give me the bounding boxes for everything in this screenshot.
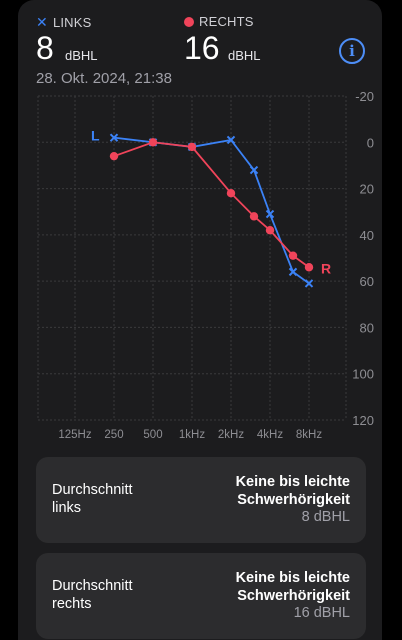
- data-point-x: [288, 267, 298, 277]
- data-point-dot: [304, 263, 314, 272]
- y-tick-label: 0: [367, 135, 374, 150]
- audiogram-chart: -20 0 20 40 60 80 100 120 125Hz 250 500 1kHz 2kHz 4kH…: [37, 89, 374, 441]
- right-unit: dBHL: [228, 48, 261, 63]
- data-point-x: [304, 279, 314, 288]
- y-tick-label: 100: [352, 367, 374, 382]
- data-point-dot: [249, 212, 259, 221]
- summary-left-result: Keine bis leichte Schwerhörigkeit: [235, 474, 350, 508]
- data-point-x: [109, 133, 119, 142]
- y-tick-label: 20: [360, 182, 374, 197]
- x-tick-label: 8kHz: [296, 429, 322, 441]
- summary-right-value: 16 dBHL: [293, 605, 350, 621]
- dot-marker-icon: [184, 17, 194, 27]
- right-average-value: 16: [184, 30, 220, 66]
- x-tick-label: 4kHz: [257, 429, 283, 441]
- summary-left-label: Durchschnitt links: [52, 482, 133, 516]
- summary-left-value: 8 dBHL: [301, 509, 350, 525]
- data-point-x: [265, 209, 275, 219]
- data-point-dot: [265, 226, 275, 235]
- x-tick-label: 500: [143, 429, 162, 441]
- series-line-rechts: [113, 141, 310, 268]
- data-point-x: [249, 165, 259, 175]
- series-line-links: [113, 136, 310, 285]
- legend-left: ✕ LINKS: [36, 14, 92, 31]
- left-average-value: 8: [36, 30, 54, 66]
- x-tick-label: 1kHz: [179, 429, 205, 441]
- left-unit: dBHL: [65, 48, 98, 63]
- data-point-dot: [109, 151, 119, 161]
- summary-right-label: Durchschnitt rechts: [52, 578, 133, 612]
- data-point-dot: [148, 138, 158, 147]
- y-tick-label: 40: [360, 228, 374, 243]
- test-date: 28. Okt. 2024, 21:38: [36, 70, 172, 87]
- data-point-dot: [187, 142, 197, 152]
- data-point-x: [226, 135, 236, 145]
- summary-left-tile[interactable]: Durchschnitt links Keine bis leichte Sch…: [36, 457, 366, 543]
- legend-right-label: RECHTS: [199, 14, 254, 29]
- summary-right-tile[interactable]: Durchschnitt rechts Keine bis leichte Sc…: [36, 553, 366, 639]
- legend-right: RECHTS: [184, 14, 254, 29]
- x-tick-label: 250: [104, 429, 123, 441]
- data-point-dot: [288, 251, 298, 260]
- data-point-dot: [226, 189, 236, 198]
- x-marker-icon: ✕: [36, 14, 48, 30]
- x-tick-label: 2kHz: [218, 429, 244, 441]
- summary-right-result: Keine bis leichte Schwerhörigkeit: [235, 570, 350, 604]
- y-tick-label: 80: [360, 320, 374, 335]
- series-end-label: R: [321, 260, 331, 276]
- series-end-label: L: [91, 128, 100, 144]
- y-tick-label: 120: [352, 413, 374, 428]
- y-tick-label: 60: [360, 274, 374, 289]
- legend-left-label: LINKS: [52, 15, 92, 30]
- x-tick-label: 125Hz: [58, 429, 91, 441]
- y-tick-label: -20: [355, 89, 374, 104]
- info-circle-icon[interactable]: i: [339, 38, 365, 64]
